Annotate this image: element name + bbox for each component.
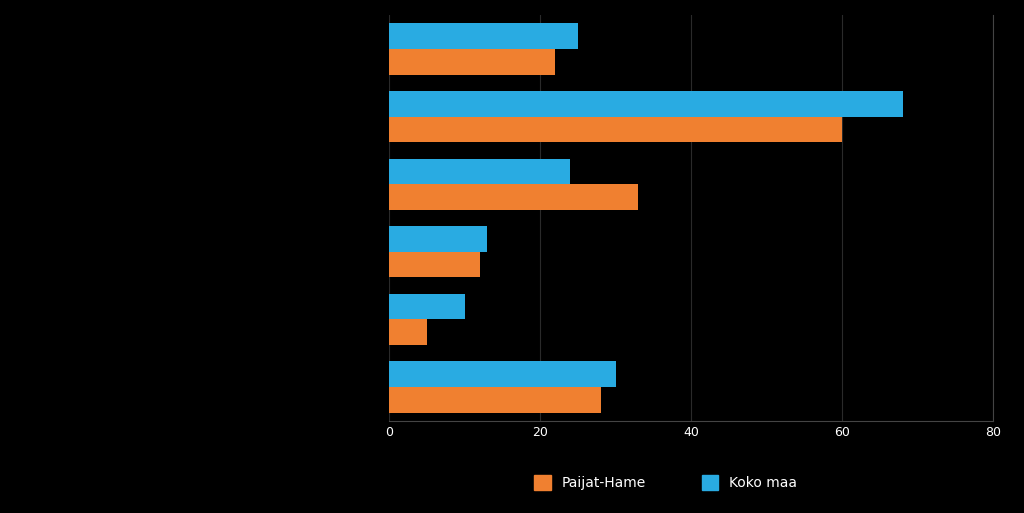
Bar [389,117,842,143]
Bar [389,226,487,252]
Bar [389,184,638,210]
Bar [389,49,555,75]
Bar [389,252,479,278]
Bar [389,387,600,412]
Bar [389,361,615,387]
Bar [389,24,578,49]
Bar [389,159,570,184]
Bar [389,91,903,117]
Bar [389,293,465,319]
Legend: Paijat-Hame, Koko maa: Paijat-Hame, Koko maa [528,470,803,496]
Bar [389,319,427,345]
